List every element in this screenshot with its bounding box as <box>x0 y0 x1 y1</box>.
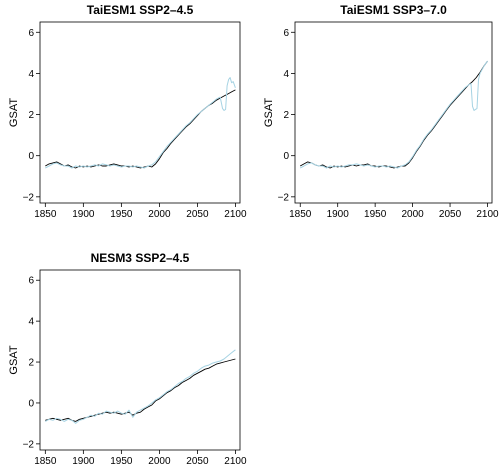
y-tick-label: 0 <box>28 398 34 409</box>
chart-panel-3: NESM3 SSP2–4.5 1850 1900 1950 2000 2050 2100 −2… <box>8 251 247 467</box>
series-line-2 <box>45 77 236 169</box>
x-tick-label: 2100 <box>476 209 499 220</box>
x-tick-label: 1950 <box>364 209 387 220</box>
y-tick-label: 4 <box>28 317 34 328</box>
x-tick-label: 1900 <box>72 456 95 467</box>
y-tick-label: 2 <box>28 110 34 121</box>
series-line-1 <box>45 358 236 422</box>
x-tick-label: 2000 <box>148 209 171 220</box>
x-tick-label: 2100 <box>224 456 247 467</box>
y-tick-label: −2 <box>278 192 290 203</box>
x-tick-label: 1850 <box>34 456 57 467</box>
chart-title: TaiESM1 SSP2–4.5 <box>87 3 194 17</box>
x-tick-label: 1950 <box>110 456 133 467</box>
y-tick-label: 0 <box>283 151 289 162</box>
x-tick-label: 1850 <box>34 209 57 220</box>
y-axis-label: GSAT <box>263 98 275 127</box>
x-tick-label: 1900 <box>327 209 350 220</box>
series-line-1 <box>299 60 488 169</box>
x-tick-label: 2000 <box>148 456 171 467</box>
plot-frame <box>294 21 493 204</box>
series-line-2 <box>299 60 488 169</box>
x-tick-label: 1950 <box>110 209 133 220</box>
chart-panel-1: TaiESM1 SSP2–4.5 1850 1900 1950 2000 2050 2100… <box>8 3 247 220</box>
chart-title: NESM3 SSP2–4.5 <box>91 251 190 265</box>
x-tick-label: 2000 <box>401 209 424 220</box>
x-tick-label: 1900 <box>72 209 95 220</box>
y-axis-label: GSAT <box>8 345 20 374</box>
y-tick-label: 6 <box>28 28 34 39</box>
y-tick-label: −2 <box>23 192 35 203</box>
y-tick-label: 4 <box>283 69 289 80</box>
y-tick-label: 6 <box>283 28 289 39</box>
plot-frame <box>39 21 241 204</box>
x-tick-label: 2050 <box>439 209 462 220</box>
y-tick-label: 2 <box>283 110 289 121</box>
x-tick-label: 2100 <box>224 209 247 220</box>
y-axis-label: GSAT <box>8 98 20 127</box>
y-tick-label: 6 <box>28 276 34 287</box>
x-tick-label: 2050 <box>186 209 209 220</box>
x-tick-label: 2050 <box>186 456 209 467</box>
y-tick-label: 0 <box>28 151 34 162</box>
y-tick-label: −2 <box>23 439 35 450</box>
y-tick-label: 2 <box>28 358 34 369</box>
x-tick-label: 1850 <box>289 209 312 220</box>
chart-title: TaiESM1 SSP3–7.0 <box>340 3 447 17</box>
chart-panel-2: TaiESM1 SSP3–7.0 1850 1900 1950 2000 2050 2100… <box>263 3 499 220</box>
series-line-1 <box>45 89 236 169</box>
y-tick-label: 4 <box>28 69 34 80</box>
plot-frame <box>39 269 241 451</box>
series-line-2 <box>45 349 236 424</box>
